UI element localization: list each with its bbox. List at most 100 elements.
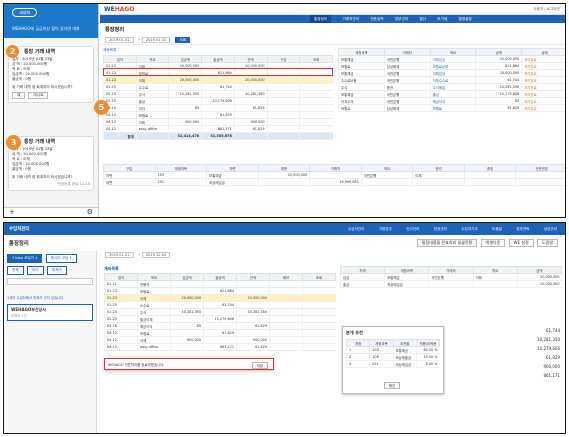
table-row[interactable]: 01-11 전용의 — [104, 280, 336, 288]
new-chat-button[interactable]: 새대화 — [12, 8, 38, 17]
filter-done[interactable]: 처리 — [26, 266, 44, 275]
amount-value: 10,281,350 — [537, 337, 560, 342]
nav-item[interactable]: 환경설정 — [458, 17, 472, 21]
transaction-table: 일자 적요 입금액 출금액 잔액 구분 조회 01-23 이체 20,000,000 20,000… — [103, 55, 333, 140]
table-row[interactable]: 01-23 보험료 821,864 — [104, 287, 336, 295]
table-cell — [299, 104, 333, 112]
user-menu[interactable]: 사용자 | 로그아웃 — [533, 7, 560, 11]
table-row[interactable]: 보험료 삼성화재 보험료 61,829 처리완료 — [338, 104, 565, 112]
nav-item[interactable]: 도움말 — [492, 227, 502, 231]
table-cell: 예금이자 — [137, 322, 171, 330]
table-cell — [302, 343, 336, 351]
add-icon[interactable]: + — [9, 208, 15, 216]
table-row[interactable]: 02-25 출금이체 10,279,606 — [104, 315, 336, 323]
nav-item[interactable]: 신고관리 — [406, 227, 420, 231]
column-header: 계정과목 — [384, 266, 430, 274]
table-row[interactable]: 02-25 출금 10,279,606 — [103, 97, 333, 105]
search-input[interactable] — [7, 278, 93, 285]
table-row[interactable]: 02-25 주식 10,281,350 10,281,350 — [104, 308, 336, 316]
table-row[interactable]: 04-12 이체 900,000 900,000 — [104, 336, 336, 344]
table-row[interactable]: 주식 증권 주식매입 10,281,350 처리완료 — [338, 83, 565, 91]
table-cell: 입금 — [339, 273, 385, 281]
table-row[interactable]: 출금 외상매입금 20,000,000 — [339, 280, 562, 288]
search-button[interactable]: 조회 — [175, 37, 191, 43]
nav-item[interactable]: 부가세 — [437, 17, 448, 21]
table-cell: 보험료 — [429, 104, 476, 112]
help-button[interactable]: 도움말 — [536, 239, 558, 247]
table-row[interactable]: 보통예금 국민은행 출금 10,279,606 처리완료 — [338, 90, 565, 98]
tab-master-coding[interactable]: 매시터 코딩 1 — [45, 254, 77, 263]
nav-item[interactable]: 거래처관리 — [342, 17, 360, 21]
amount-value: 10,279,606 — [537, 346, 560, 351]
table-row[interactable]: 보험료 삼성화재 보험료납부 821,864 처리완료 — [338, 62, 565, 70]
client-list-item[interactable]: WEHAGO부산상사 미처리 1건 — [7, 304, 93, 321]
filter-all[interactable]: 전체 — [7, 266, 24, 275]
nav-item[interactable]: 장부관리 — [394, 17, 409, 21]
table-row[interactable]: 대변 251 외상매입금 19,999,085 — [103, 178, 565, 186]
no-button[interactable]: 아니요 — [28, 92, 49, 99]
table-row[interactable]: 04-12 이체 900,000 900,000 — [103, 118, 333, 126]
table-cell: 국민은행 — [383, 97, 431, 105]
table-row[interactable]: 01-23 이체 20,000,000 20,000,000 — [103, 76, 333, 84]
nav-item[interactable]: 기장업무 — [378, 227, 392, 231]
table-cell: 수수료비용 — [338, 76, 385, 84]
nav-item[interactable]: 전표관리 — [433, 227, 447, 231]
table-cell — [299, 111, 333, 119]
table-row[interactable]: 2 108 외상매출금 15.00 % — [345, 353, 440, 361]
table-row[interactable]: 01-23 이체 20,000,000 20,000,000 — [103, 62, 333, 70]
table-row[interactable]: 수수료비용 국민은행 이체수수료 61,744 처리완료 — [338, 76, 565, 84]
table-cell — [201, 104, 235, 112]
settings-button[interactable]: WE 설정 — [508, 239, 534, 247]
table-row[interactable]: 01-23 보험료 821,864 — [103, 69, 333, 77]
table-row[interactable]: 이자수익 국민은행 예금이자 85 처리완료 — [338, 97, 565, 105]
table-cell — [201, 118, 235, 126]
table-row[interactable]: 보통예금 국민은행 이체입금 20,000,000 처리완료 — [338, 69, 565, 77]
journal-table: 차대 계정과목 거래처 적요 금액 입금 보통예금 국민은행 이체 20,000,000 출금 외상… — [339, 266, 563, 288]
table-row[interactable]: 3 251 외상매입금 5.00 % — [345, 360, 440, 368]
table-row[interactable]: 01-25 수수료 61,744 — [104, 301, 336, 309]
nav-item[interactable]: 상담관리 — [543, 227, 557, 231]
date-from-input[interactable]: 2019.01.01 — [105, 37, 134, 43]
tab-bizp-coding[interactable]: 7 bizp 코딩기 1 — [7, 254, 43, 263]
table-cell: 20,000,000 — [170, 294, 204, 302]
table-row[interactable]: 차변 103 보통예금 20,000,000 국민은행 이체 — [103, 171, 565, 179]
table-row[interactable]: 보통예금 국민은행 이체입금 20,000,000 처리완료 — [338, 55, 565, 63]
date-to-input[interactable]: 2019.12.04 — [141, 252, 171, 258]
table-row[interactable]: 04-12 easy office 861,171 61,829 — [104, 343, 336, 351]
table-cell: 외상매입금 — [206, 178, 259, 186]
main-nav: 수임처관리 기장업무 신고관리 전표관리 수임자기초 도움말 업무연락 상담관리 — [335, 223, 557, 235]
message-line: 적 요 : 이체 — [12, 157, 30, 161]
nav-item[interactable]: 결산 — [419, 17, 426, 21]
yes-button[interactable]: 예 — [12, 92, 26, 99]
nav-item[interactable]: 수임처관리 — [347, 227, 365, 231]
table-cell — [269, 287, 303, 295]
table-cell: 61,829 — [203, 329, 237, 337]
column-header: 증빙 — [463, 164, 517, 172]
confirm-button[interactable]: 확인 — [383, 382, 401, 389]
table-row[interactable]: 04-12 보험료 61,829 — [103, 111, 333, 119]
table-cell — [412, 178, 465, 186]
excel-download-button[interactable]: 엑셀다운 — [480, 239, 506, 247]
table-row[interactable]: 03-15 이자 85 61,829 — [103, 104, 333, 112]
table-row[interactable]: 1 103 보통예금 80.00 % — [345, 346, 440, 354]
table-row[interactable]: 입금 보통예금 국민은행 이체 20,000,000 — [339, 273, 562, 281]
date-from-input[interactable]: 2019.01.01 — [105, 252, 134, 258]
gear-icon[interactable]: ⚙ — [86, 208, 93, 216]
nav-item[interactable]: 수임자기초 — [461, 227, 478, 231]
filter-pending[interactable]: 미처리 — [46, 266, 67, 275]
table-row[interactable]: 04-12 보험료 61,829 — [104, 329, 336, 337]
table-cell — [201, 90, 235, 98]
table-cell: 03-16 — [104, 322, 138, 330]
date-to-input[interactable]: 2019.01.31 — [141, 37, 171, 43]
table-row[interactable]: 02-15 주식 10,281,350 10,281,350 — [103, 90, 333, 98]
memo-save-button[interactable]: 저장 — [251, 362, 268, 369]
nav-item[interactable]: 전표입력 — [370, 17, 384, 21]
batch-convert-button[interactable]: 통장내용을 전표처리 일괄전환 — [416, 239, 478, 247]
table-row[interactable]: 01-23 이체 20,000,000 20,000,000 — [104, 294, 336, 302]
nav-item[interactable]: 업무연락 — [516, 227, 530, 231]
table-cell: 대변 — [103, 178, 156, 186]
nav-item[interactable]: 통장정리 — [310, 15, 332, 23]
table-row[interactable]: 04-12 easy office 861,171 61,829 — [103, 125, 333, 133]
table-row[interactable]: 03-16 예금이자 85 61,829 — [104, 322, 336, 330]
table-row[interactable]: 01-25 수수료 61,744 — [103, 83, 333, 91]
